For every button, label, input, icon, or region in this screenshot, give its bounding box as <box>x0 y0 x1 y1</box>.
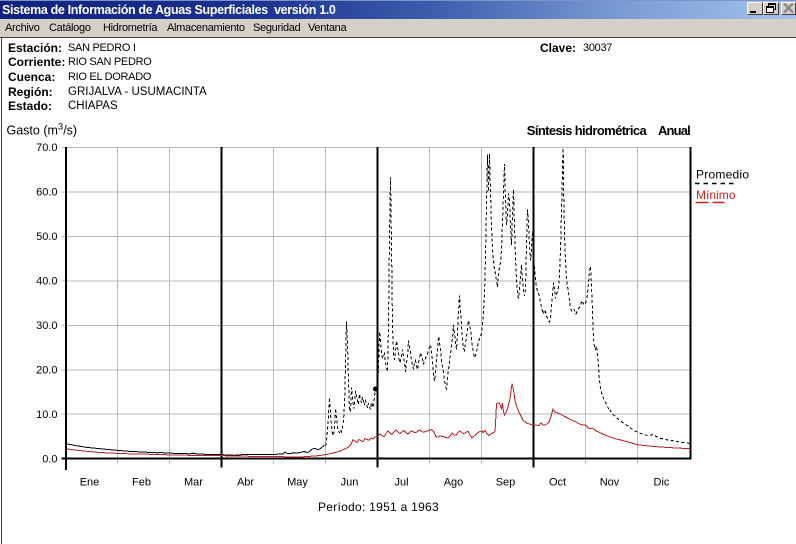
svg-text:70.0: 70.0 <box>36 142 57 154</box>
svg-text:Nov: Nov <box>600 477 620 489</box>
svg-text:Jun: Jun <box>341 477 359 489</box>
svg-text:20.0: 20.0 <box>36 365 57 377</box>
svg-text:Jul: Jul <box>394 477 408 489</box>
svg-text:Ene: Ene <box>80 477 100 489</box>
svg-text:Feb: Feb <box>132 477 151 489</box>
svg-text:30.0: 30.0 <box>36 320 57 332</box>
svg-text:Anual: Anual <box>658 123 691 138</box>
svg-text:40.0: 40.0 <box>36 276 57 288</box>
svg-text:Síntesis hidrométrica: Síntesis hidrométrica <box>527 123 648 138</box>
svg-text:Mar: Mar <box>184 477 203 489</box>
svg-text:May: May <box>287 477 308 489</box>
svg-text:Dic: Dic <box>654 477 670 489</box>
svg-text:Sep: Sep <box>496 477 516 489</box>
svg-text:Promedio: Promedio <box>696 168 749 182</box>
svg-text:60.0: 60.0 <box>36 187 57 199</box>
svg-text:10.0: 10.0 <box>36 409 57 421</box>
svg-text:0.0: 0.0 <box>42 454 57 466</box>
svg-text:Mínimo: Mínimo <box>696 188 736 202</box>
svg-text:Ago: Ago <box>444 477 464 489</box>
svg-text:Oct: Oct <box>549 477 566 489</box>
svg-text:Abr: Abr <box>237 477 254 489</box>
svg-text:50.0: 50.0 <box>36 231 57 243</box>
svg-text:Período: 1951 a 1963: Período: 1951 a 1963 <box>318 500 439 514</box>
svg-text:Gasto (m3/s): Gasto (m3/s) <box>7 122 78 138</box>
